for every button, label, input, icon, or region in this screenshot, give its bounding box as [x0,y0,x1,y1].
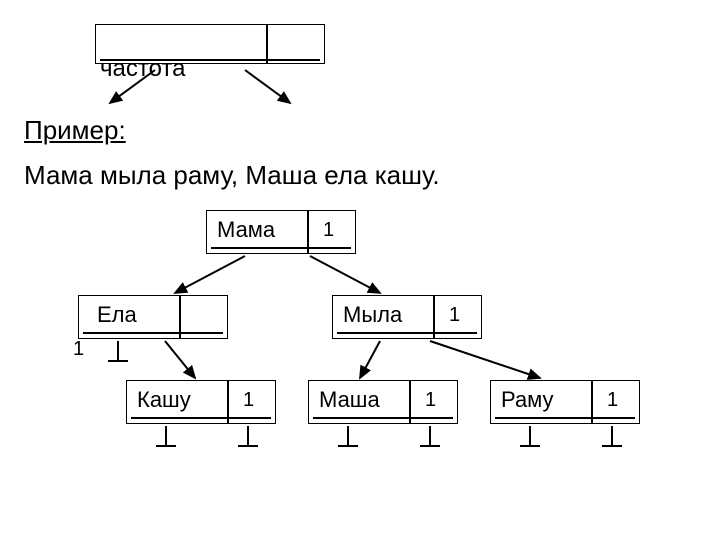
node-masha: Маша 1 [308,380,458,424]
node-kashu-word: Кашу [137,387,191,413]
node-kashu-count: 1 [243,389,254,412]
node-ramu: Раму 1 [490,380,640,424]
node-ramu-word: Раму [501,387,554,413]
node-ramu-count: 1 [607,389,618,412]
node-mama-word: Мама [217,217,275,243]
node-myla-word: Мыла [343,302,402,328]
node-kashu: Кашу 1 [126,380,276,424]
node-ela-word: Ела [97,302,137,328]
node-mama-count: 1 [323,219,334,242]
header-struct-box [95,24,325,64]
example-heading: Пример: [24,115,126,146]
node-myla: Мыла 1 [332,295,482,339]
node-masha-count: 1 [425,389,436,412]
node-mama: Мама 1 [206,210,356,254]
node-ela-count: 1 [73,338,84,361]
node-myla-count: 1 [449,304,460,327]
node-masha-word: Маша [319,387,380,413]
example-sentence: Мама мыла раму, Маша ела кашу. [24,160,440,191]
node-ela: Ела 1 [78,295,228,339]
